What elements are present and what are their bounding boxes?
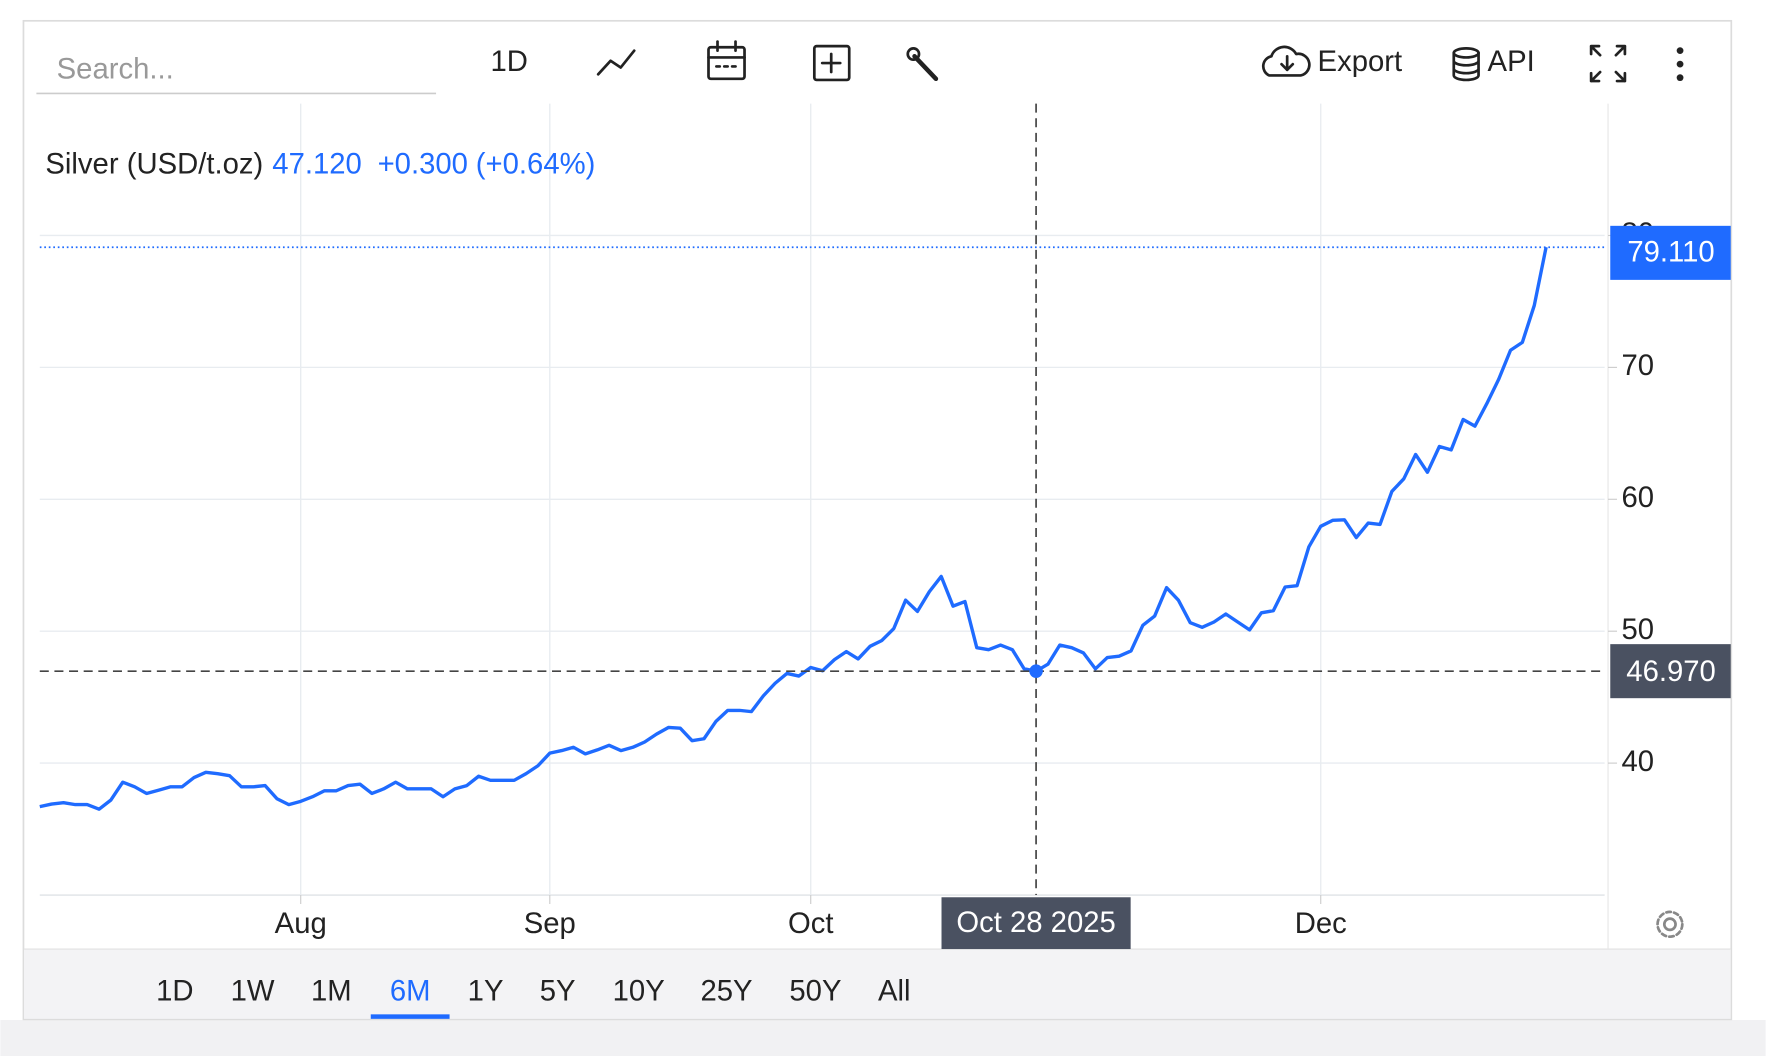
plot: 4050607080AugSepOctDecOct 28 202546.9707… <box>39 103 1731 950</box>
price-line <box>39 246 1548 811</box>
calendar-icon[interactable] <box>707 40 746 81</box>
x-tick-label: Sep <box>524 908 576 940</box>
chart-type-icon[interactable] <box>596 49 636 76</box>
api-button[interactable]: API <box>1488 46 1535 78</box>
range-bar <box>24 949 1731 1019</box>
range-button[interactable]: 1W <box>231 976 275 1008</box>
y-tick-label: 60 <box>1622 482 1655 514</box>
x-tick-label: Dec <box>1295 908 1347 940</box>
range-button[interactable]: 1M <box>311 976 352 1008</box>
settings-icon[interactable] <box>1656 910 1684 939</box>
range-button[interactable]: All <box>878 976 911 1008</box>
change: +0.300 <box>378 148 468 180</box>
y-tick-label: 70 <box>1622 350 1655 382</box>
range-active-underline <box>370 1014 450 1019</box>
search-input[interactable]: Search... <box>57 54 174 86</box>
range-button[interactable]: 50Y <box>789 976 841 1008</box>
instrument-name: Silver (USD/t.oz) <box>45 148 263 180</box>
crosshair-value-box <box>1610 644 1731 699</box>
quote-header: Silver (USD/t.oz) 47.120 +0.300 (+0.64%) <box>45 148 595 180</box>
range-button[interactable]: 10Y <box>613 976 665 1008</box>
y-tick-label: 40 <box>1622 746 1655 778</box>
fullscreen-icon[interactable] <box>1589 44 1627 83</box>
crosshair-point <box>1029 664 1043 678</box>
range-button[interactable]: 1D <box>156 976 193 1008</box>
range-button[interactable]: 6M <box>390 976 431 1008</box>
change-percent: (+0.64%) <box>476 148 596 180</box>
crosshair-date-box <box>941 897 1131 950</box>
x-tick-label: Aug <box>275 908 327 940</box>
crosshair-value-label: 46.970 <box>1626 656 1716 688</box>
tools-icon[interactable] <box>906 47 939 82</box>
export-icon[interactable] <box>1261 45 1311 77</box>
range-button[interactable]: 25Y <box>700 976 752 1008</box>
price: 47.120 <box>272 148 362 180</box>
more-menu[interactable] <box>1676 47 1684 82</box>
crosshair-date-label: Oct 28 2025 <box>956 907 1115 939</box>
compare-icon[interactable] <box>812 44 851 82</box>
range-button[interactable]: 5Y <box>540 976 576 1008</box>
x-tick-label: Oct <box>788 908 834 940</box>
range-button[interactable]: 1Y <box>468 976 504 1008</box>
export-button[interactable]: Export <box>1318 46 1403 78</box>
api-icon[interactable] <box>1452 47 1480 82</box>
last-price-label: 79.110 <box>1627 237 1714 269</box>
last-price-box <box>1610 225 1731 280</box>
page-footer <box>0 1019 1766 1056</box>
interval-button[interactable]: 1D <box>491 46 528 78</box>
card <box>22 19 1733 1021</box>
y-tick-label: 50 <box>1622 614 1655 646</box>
range-buttons: 1D 1W 1M 6M 1Y 5Y 10Y 25Y 50Y All <box>156 976 911 1019</box>
